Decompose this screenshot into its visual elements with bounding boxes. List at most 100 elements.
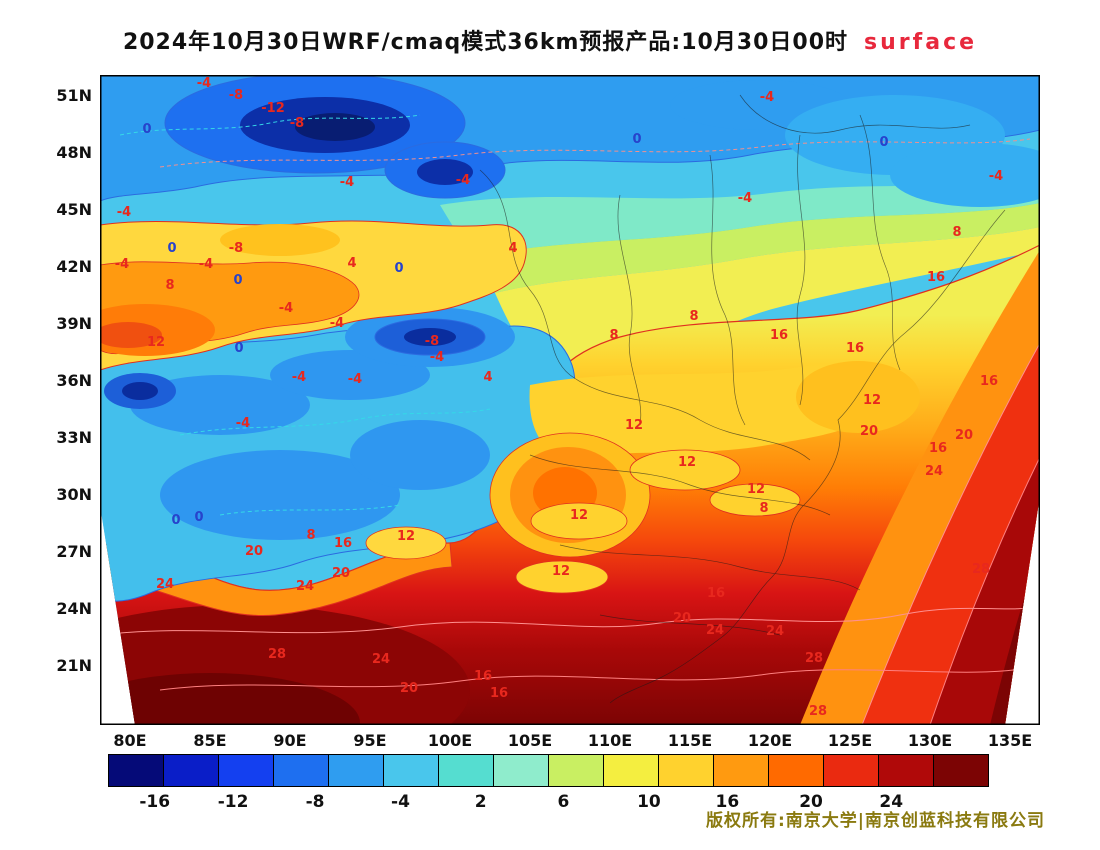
colorbar-cell [934, 755, 988, 786]
copyright-credit: 版权所有:南京大学|南京创蓝科技有限公司 [705, 811, 1045, 831]
contour-label: 24 [296, 579, 314, 594]
contour-label: -4 [989, 169, 1003, 184]
contour-label: 4 [483, 370, 492, 385]
contour-label: 24 [766, 624, 784, 639]
contour-label: -4 [760, 90, 774, 105]
contour-label: 16 [980, 374, 998, 389]
lat-label: 36N [56, 371, 92, 390]
contour-label: 16 [474, 669, 492, 684]
lon-label: 125E [827, 731, 873, 750]
lon-label: 95E [353, 731, 387, 750]
contour-label: 28 [809, 704, 827, 719]
colorbar-cell [879, 755, 934, 786]
colorbar-tick: -12 [217, 792, 249, 812]
contour-label: 0 [171, 513, 180, 528]
colorbar-tick: 10 [637, 792, 661, 812]
lon-label: 90E [273, 731, 307, 750]
colorbar-tick: -4 [391, 792, 410, 812]
lon-label: 85E [193, 731, 227, 750]
lat-label: 21N [56, 656, 92, 675]
contour-label: 28 [268, 647, 286, 662]
contour-label: -4 [340, 175, 354, 190]
contour-label: 16 [334, 536, 352, 551]
contour-label: 0 [167, 241, 176, 256]
colorbar-cell [604, 755, 659, 786]
lat-label: 45N [56, 200, 92, 219]
colorbar-tick: 6 [557, 792, 570, 812]
contour-label: 20 [245, 544, 263, 559]
contour-label: -4 [330, 316, 344, 331]
contour-label: 0 [142, 122, 151, 137]
contour-label: 8 [306, 528, 315, 543]
contour-label: 20 [400, 681, 418, 696]
contour-label: 28 [805, 651, 823, 666]
contour-label: 12 [552, 564, 570, 579]
contour-label: 0 [394, 261, 403, 276]
lon-label: 110E [587, 731, 633, 750]
contour-label: -4 [456, 173, 470, 188]
contour-label: 12 [678, 455, 696, 470]
lat-label: 33N [56, 428, 92, 447]
contour-label: 0 [194, 510, 203, 525]
contour-label: 16 [846, 341, 864, 356]
borders-layer [479, 94, 1006, 704]
contour-label: 0 [632, 132, 641, 147]
contour-label: 16 [929, 441, 947, 456]
contour-label: -4 [279, 301, 293, 316]
contour-label: -8 [229, 241, 243, 256]
contour-label: 4 [347, 256, 356, 271]
lat-label: 42N [56, 257, 92, 276]
colorbar-cell [164, 755, 219, 786]
colorbar-cell [439, 755, 494, 786]
colorbar-cell [549, 755, 604, 786]
contour-label: -4 [738, 191, 752, 206]
lon-label: 135E [987, 731, 1033, 750]
lat-label: 39N [56, 314, 92, 333]
contour-label: -8 [290, 116, 304, 131]
contour-label: -4 [115, 257, 129, 272]
contour-label: 24 [156, 577, 174, 592]
contour-label: 24 [925, 464, 943, 479]
colorbar-cell [824, 755, 879, 786]
lon-label: 80E [113, 731, 147, 750]
contour-label: 8 [165, 278, 174, 293]
contour-label: -4 [117, 205, 131, 220]
colorbar-tick: 24 [879, 792, 904, 812]
contour-label: 16 [490, 686, 508, 701]
lat-label: 27N [56, 542, 92, 561]
lat-label: 48N [56, 143, 92, 162]
colorbar-cell [769, 755, 824, 786]
colorbar [108, 754, 989, 787]
contour-label: -4 [199, 257, 213, 272]
contour-label: -4 [197, 76, 211, 91]
contour-label: 28 [972, 562, 990, 577]
lat-label: 24N [56, 599, 92, 618]
contour-label: 12 [747, 482, 765, 497]
contour-label: -4 [348, 372, 362, 387]
contour-label: -4 [236, 416, 250, 431]
lon-label: 130E [907, 731, 953, 750]
contour-label: 8 [609, 328, 618, 343]
lat-label: 30N [56, 485, 92, 504]
lat-label: 51N [56, 86, 92, 105]
contour-label: 20 [673, 611, 691, 626]
lon-label: 115E [667, 731, 713, 750]
colorbar-cell [714, 755, 769, 786]
colorbar-tick: -8 [305, 792, 325, 812]
colorbar-cell [109, 755, 164, 786]
colorbar-tick: -16 [139, 792, 171, 812]
colorbar-tick: 2 [474, 792, 487, 812]
contour-label: 12 [147, 335, 165, 350]
contour-label: 16 [927, 270, 945, 285]
colorbar-cell [329, 755, 384, 786]
title-surface-tag: surface [864, 30, 978, 55]
map-frame: -4 -8 -12 -8 0 0 0 -4 -4 -4 -4 -4 -4 8 16 -4 0 -8 -4 0 8 4 4 0-… [100, 75, 1040, 725]
contour-label: 20 [332, 566, 350, 581]
lon-label: 100E [427, 731, 473, 750]
contour-label: -12 [261, 101, 285, 116]
contour-label: 8 [759, 501, 768, 516]
